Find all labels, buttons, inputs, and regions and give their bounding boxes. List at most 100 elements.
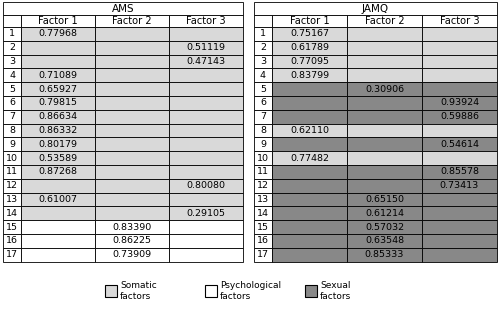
Bar	[169, 110, 243, 124]
Text: 7: 7	[260, 112, 266, 121]
Bar	[169, 15, 243, 27]
Text: Factor 3: Factor 3	[440, 16, 480, 26]
Bar	[272, 165, 347, 179]
Bar	[422, 206, 497, 220]
Bar	[422, 151, 497, 165]
Bar	[347, 193, 422, 206]
Text: 10: 10	[6, 154, 18, 163]
Text: Sexual
factors: Sexual factors	[320, 281, 351, 301]
Bar	[169, 234, 243, 248]
Bar	[347, 27, 422, 41]
Text: 0.65927: 0.65927	[38, 85, 78, 93]
Bar	[347, 234, 422, 248]
Bar	[347, 220, 422, 234]
Bar	[347, 165, 422, 179]
Bar	[169, 54, 243, 69]
Text: 14: 14	[6, 209, 18, 218]
Bar	[21, 179, 95, 193]
Bar	[3, 206, 21, 220]
Bar	[272, 110, 347, 124]
Bar	[3, 96, 21, 110]
Bar	[422, 69, 497, 82]
Text: 0.83390: 0.83390	[112, 223, 152, 232]
Text: 0.59886: 0.59886	[440, 112, 479, 121]
Bar	[254, 110, 272, 124]
Text: 0.73909: 0.73909	[112, 250, 152, 259]
Text: 0.62110: 0.62110	[290, 126, 329, 135]
Bar	[95, 27, 169, 41]
Bar	[169, 248, 243, 262]
Text: Somatic
factors: Somatic factors	[120, 281, 157, 301]
Text: 0.75167: 0.75167	[290, 30, 329, 38]
Bar	[272, 69, 347, 82]
Bar	[21, 82, 95, 96]
Bar	[95, 137, 169, 151]
Bar	[95, 96, 169, 110]
Bar	[254, 165, 272, 179]
Bar	[347, 15, 422, 27]
Bar	[169, 124, 243, 137]
Bar	[347, 110, 422, 124]
Text: 8: 8	[260, 126, 266, 135]
Bar	[347, 54, 422, 69]
Bar	[95, 110, 169, 124]
Bar	[272, 151, 347, 165]
Bar	[3, 27, 21, 41]
Text: 0.87268: 0.87268	[38, 167, 78, 176]
Bar	[272, 96, 347, 110]
Bar	[21, 69, 95, 82]
Text: 11: 11	[6, 167, 18, 176]
Text: 10: 10	[257, 154, 269, 163]
Bar	[21, 15, 95, 27]
Bar	[422, 234, 497, 248]
Text: 2: 2	[9, 43, 15, 52]
Bar	[254, 234, 272, 248]
Text: 9: 9	[260, 140, 266, 149]
Bar	[272, 15, 347, 27]
Bar	[254, 54, 272, 69]
Bar	[3, 15, 21, 27]
Bar	[21, 110, 95, 124]
Text: 17: 17	[257, 250, 269, 259]
Bar	[272, 179, 347, 193]
Text: 15: 15	[257, 223, 269, 232]
Bar	[347, 82, 422, 96]
Text: 0.80179: 0.80179	[38, 140, 78, 149]
Text: 0.86225: 0.86225	[112, 236, 152, 245]
Bar	[422, 124, 497, 137]
Bar	[254, 220, 272, 234]
Bar	[254, 27, 272, 41]
Bar	[169, 69, 243, 82]
Bar	[21, 234, 95, 248]
Text: 0.61007: 0.61007	[38, 195, 78, 204]
Text: 0.63548: 0.63548	[365, 236, 404, 245]
Text: AMS: AMS	[112, 4, 134, 13]
Text: 0.86634: 0.86634	[38, 112, 78, 121]
Text: Factor 3: Factor 3	[186, 16, 226, 26]
Bar	[3, 193, 21, 206]
Text: 8: 8	[9, 126, 15, 135]
Bar	[95, 165, 169, 179]
Text: 6: 6	[260, 98, 266, 107]
Bar	[3, 110, 21, 124]
Bar	[21, 220, 95, 234]
Text: 0.57032: 0.57032	[365, 223, 404, 232]
Bar	[3, 54, 21, 69]
Text: Factor 1: Factor 1	[290, 16, 330, 26]
Text: 0.77968: 0.77968	[38, 30, 78, 38]
Text: 0.30906: 0.30906	[365, 85, 404, 93]
Bar	[254, 206, 272, 220]
Text: 0.83799: 0.83799	[290, 71, 329, 80]
Text: Factor 1: Factor 1	[38, 16, 78, 26]
Bar	[422, 248, 497, 262]
Bar	[95, 248, 169, 262]
Text: 0.51119: 0.51119	[186, 43, 226, 52]
Text: 16: 16	[6, 236, 18, 245]
Bar	[272, 82, 347, 96]
Bar	[422, 82, 497, 96]
Bar	[169, 41, 243, 54]
Text: 12: 12	[6, 181, 18, 190]
Bar	[347, 41, 422, 54]
Bar	[422, 137, 497, 151]
Text: Psychological
factors: Psychological factors	[220, 281, 281, 301]
